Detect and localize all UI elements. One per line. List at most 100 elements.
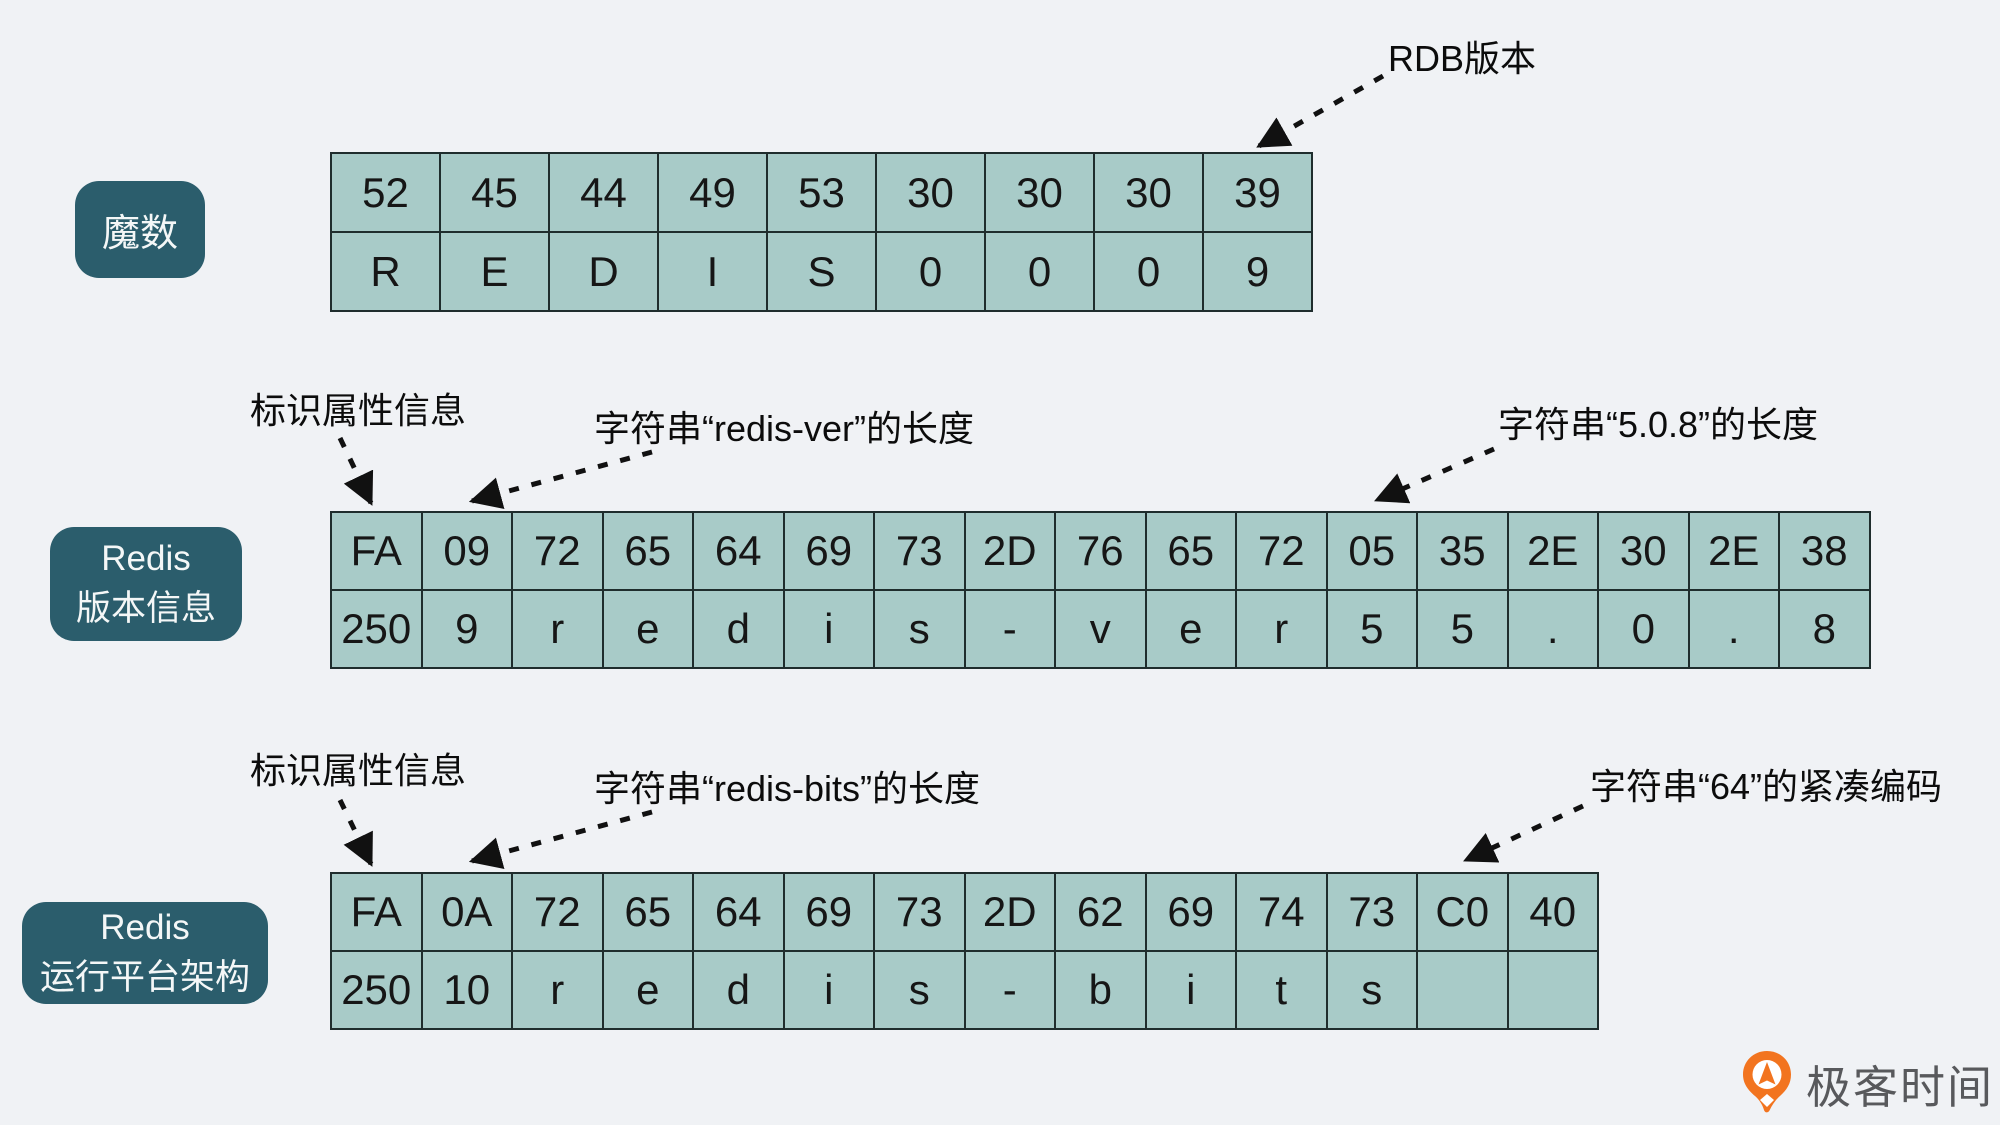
table-cell: 5 (1418, 591, 1507, 667)
table-cell: 09 (422, 513, 511, 589)
redis-version-table: FA 09 72 65 64 69 73 2D 76 65 72 05 35 2E 30 2E 38 250 9 r… (330, 511, 1871, 669)
table-cell: t (1237, 952, 1326, 1028)
table-cell: 73 (875, 874, 964, 950)
table-cell: 30 (1599, 513, 1688, 589)
table-cell: S (768, 233, 875, 310)
table-cell: 0 (1095, 233, 1202, 310)
table-cell: 9 (422, 591, 511, 667)
table-cell: v (1056, 591, 1145, 667)
table-cell: s (1327, 952, 1416, 1028)
table-cell: 35 (1418, 513, 1507, 589)
table-cell: 2E (1508, 513, 1597, 589)
annotation-rdb-version: RDB版本 (1388, 38, 1537, 79)
table-cell: 40 (1508, 874, 1597, 950)
annotation-redis-ver-length: 字符串“redis-ver”的长度 (594, 408, 975, 449)
arrow-attr-flag-arch (337, 798, 374, 867)
table-cell: 39 (1204, 154, 1311, 231)
table-cell: 5 (1327, 591, 1416, 667)
table-cell: b (1056, 952, 1145, 1028)
magic-number-label: 魔数 (75, 181, 205, 278)
table-cell: 73 (1327, 874, 1416, 950)
redis-arch-label-line2: 运行平台架构 (39, 958, 250, 997)
geektime-logo-text: 极客时间 (1806, 1061, 1995, 1113)
magic-number-label-text: 魔数 (101, 213, 178, 255)
redis-version-label-line1: Redis (101, 539, 191, 578)
table-cell: 53 (768, 154, 875, 231)
arrow-rdb-version (1256, 73, 1385, 149)
table-cell: 69 (784, 513, 873, 589)
geektime-logo: 极客时间 (1742, 1050, 1994, 1116)
table-cell: 30 (1095, 154, 1202, 231)
table-cell: 69 (1146, 874, 1235, 950)
table-cell: FA (332, 874, 421, 950)
table-cell: 72 (513, 513, 602, 589)
table-cell: 52 (332, 154, 439, 231)
table-cell: s (875, 591, 964, 667)
table-cell: 49 (659, 154, 766, 231)
table-cell: r (513, 591, 602, 667)
table-cell: 73 (875, 513, 964, 589)
table-cell (1418, 952, 1507, 1028)
annotation-64-encoding: 字符串“64”的紧凑编码 (1590, 766, 1943, 807)
arrow-508-length (1374, 446, 1495, 504)
table-cell: 0 (877, 233, 984, 310)
arrow-redis-bits-length (468, 809, 653, 869)
table-cell: 64 (694, 874, 783, 950)
table-cell: e (603, 952, 692, 1028)
arrow-attr-flag-version (337, 436, 374, 506)
table-cell: E (441, 233, 548, 310)
table-cell: i (784, 591, 873, 667)
table-cell: 76 (1056, 513, 1145, 589)
table-cell: 0 (1599, 591, 1688, 667)
table-cell: 30 (877, 154, 984, 231)
table-cell: 65 (603, 874, 692, 950)
table-cell: 45 (441, 154, 548, 231)
table-cell: . (1508, 591, 1597, 667)
redis-version-label: Redis 版本信息 (50, 527, 242, 641)
table-cell: i (1146, 952, 1235, 1028)
redis-arch-label: Redis 运行平台架构 (22, 902, 268, 1004)
table-cell: 10 (422, 952, 511, 1028)
table-cell: 72 (513, 874, 602, 950)
table-cell: r (1237, 591, 1326, 667)
table-cell: s (875, 952, 964, 1028)
table-cell: 0 (986, 233, 1093, 310)
redis-arch-label-line1: Redis (100, 908, 190, 947)
table-cell: d (694, 591, 783, 667)
table-cell: 2E (1689, 513, 1778, 589)
table-cell: d (694, 952, 783, 1028)
arrow-redis-ver-length (468, 449, 653, 509)
table-cell: r (513, 952, 602, 1028)
annotation-redis-bits-length: 字符串“redis-bits”的长度 (594, 768, 981, 809)
redis-version-label-line2: 版本信息 (75, 589, 216, 628)
table-cell: 65 (1146, 513, 1235, 589)
table-cell: 38 (1780, 513, 1869, 589)
redis-arch-table: FA 0A 72 65 64 69 73 2D 62 69 74 73 C0 40 250 10 r e d i s -… (330, 872, 1599, 1030)
table-cell: FA (332, 513, 421, 589)
table-cell: D (550, 233, 657, 310)
table-cell: 250 (332, 952, 421, 1028)
table-cell: e (1146, 591, 1235, 667)
table-cell: 65 (603, 513, 692, 589)
geektime-logo-icon (1743, 1051, 1791, 1113)
table-cell: 72 (1237, 513, 1326, 589)
annotation-508-length: 字符串“5.0.8”的长度 (1498, 404, 1819, 445)
table-cell: 69 (784, 874, 873, 950)
table-cell: - (965, 952, 1054, 1028)
table-cell: I (659, 233, 766, 310)
annotation-attr-flag-arch: 标识属性信息 (250, 750, 467, 791)
table-cell (1508, 952, 1597, 1028)
table-cell: 74 (1237, 874, 1326, 950)
table-cell: 62 (1056, 874, 1145, 950)
table-cell: - (965, 591, 1054, 667)
table-cell: 9 (1204, 233, 1311, 310)
table-cell: 44 (550, 154, 657, 231)
table-cell: 64 (694, 513, 783, 589)
table-cell: R (332, 233, 439, 310)
table-cell: . (1689, 591, 1778, 667)
table-cell: 8 (1780, 591, 1869, 667)
arrow-64-encoding (1463, 803, 1585, 863)
table-cell: i (784, 952, 873, 1028)
